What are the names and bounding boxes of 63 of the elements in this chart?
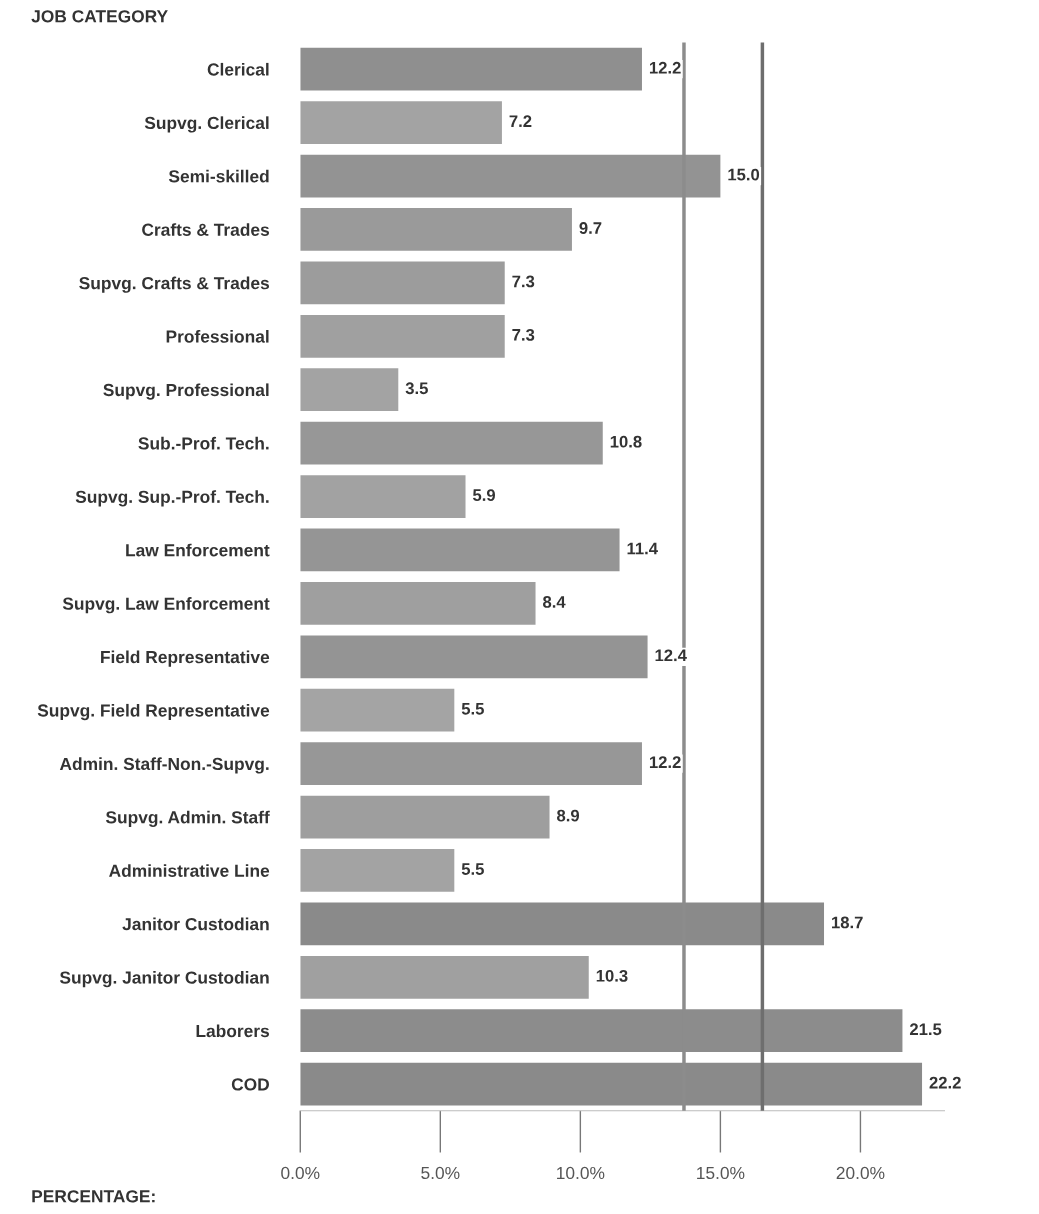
x-tick-label: 0.0% bbox=[281, 1166, 320, 1180]
x-axis-title: PERCENTAGE: bbox=[32, 1190, 155, 1203]
data-label: 22.2 bbox=[929, 1076, 961, 1089]
x-tick-label: 20.0% bbox=[836, 1166, 885, 1180]
y-tick-label: Supvg. Clerical bbox=[144, 116, 269, 133]
y-tick-label: Supvg. Janitor Custodian bbox=[59, 970, 269, 988]
bar bbox=[300, 849, 455, 892]
data-label: 12.2 bbox=[649, 61, 681, 74]
bar bbox=[300, 688, 455, 732]
y-tick-label: Law Enforcement bbox=[126, 543, 270, 557]
y-tick-label: Supvg. Admin. Staff bbox=[105, 810, 270, 827]
y-tick-label: Janitor Custodian bbox=[122, 917, 269, 931]
data-label: 15.0 bbox=[728, 168, 760, 181]
data-label: 8.9 bbox=[557, 809, 580, 822]
y-tick-label: Administrative Line bbox=[109, 864, 270, 877]
y-tick-label: Semi-skilled bbox=[168, 169, 269, 183]
y-tick-label: Field Representative bbox=[101, 650, 270, 667]
bar bbox=[300, 742, 642, 785]
bar bbox=[300, 368, 399, 412]
bar bbox=[300, 208, 572, 251]
y-tick-label: Crafts & Trades bbox=[142, 223, 270, 236]
bar bbox=[300, 261, 505, 305]
data-label: 9.7 bbox=[579, 222, 602, 234]
bar bbox=[300, 955, 589, 999]
data-label: 12.2 bbox=[649, 756, 681, 768]
y-axis-title: JOB CATEGORY bbox=[31, 10, 168, 23]
y-tick-label: COD bbox=[231, 1078, 269, 1091]
data-label: 7.2 bbox=[509, 115, 532, 127]
y-tick-label: Clerical bbox=[207, 62, 269, 76]
bar bbox=[300, 528, 620, 572]
bar bbox=[300, 795, 550, 839]
data-label: 11.4 bbox=[627, 542, 658, 555]
x-tick-label: 5.0% bbox=[421, 1166, 460, 1180]
bar bbox=[300, 475, 466, 518]
bar bbox=[300, 314, 505, 358]
data-label: 7.3 bbox=[512, 328, 535, 341]
bar bbox=[300, 421, 603, 465]
bar bbox=[300, 47, 642, 91]
x-tick-label: 10.0% bbox=[557, 1166, 605, 1180]
bar bbox=[300, 635, 648, 679]
y-tick-label: Sub.-Prof. Tech. bbox=[138, 436, 269, 450]
data-label: 5.9 bbox=[472, 489, 496, 501]
data-label: 5.5 bbox=[461, 863, 484, 875]
y-tick-label: Supvg. Sup.-Prof. Tech. bbox=[75, 490, 269, 507]
data-label: 3.5 bbox=[405, 382, 428, 395]
data-label: 10.8 bbox=[610, 435, 642, 448]
data-label: 10.3 bbox=[596, 969, 628, 982]
y-tick-label: Laborers bbox=[196, 1024, 270, 1038]
data-label: 21.5 bbox=[909, 1023, 942, 1036]
data-label: 12.4 bbox=[655, 649, 687, 662]
y-tick-label: Supvg. Field Representative bbox=[37, 703, 270, 721]
bar bbox=[300, 101, 502, 144]
y-tick-label: Professional bbox=[166, 329, 269, 343]
y-tick-label: Supvg. Law Enforcement bbox=[62, 597, 270, 614]
bar bbox=[300, 581, 536, 625]
data-label: 18.7 bbox=[832, 916, 863, 929]
y-tick-label: Admin. Staff-Non.-Supvg. bbox=[59, 757, 269, 774]
data-label: 8.4 bbox=[543, 596, 566, 608]
x-tick-label: 15.0% bbox=[697, 1166, 745, 1180]
data-label: 5.5 bbox=[461, 703, 484, 715]
data-label: 7.3 bbox=[512, 275, 535, 288]
y-tick-label: Supvg. Crafts & Trades bbox=[79, 276, 270, 293]
y-tick-label: Supvg. Professional bbox=[103, 383, 269, 400]
